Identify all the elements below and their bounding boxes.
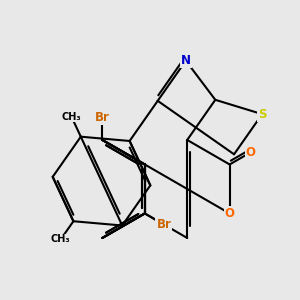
Text: S: S: [258, 108, 266, 121]
Text: Br: Br: [95, 111, 110, 124]
Text: CH₃: CH₃: [62, 112, 81, 122]
Text: O: O: [225, 207, 235, 220]
Text: CH₃: CH₃: [51, 234, 70, 244]
Text: N: N: [181, 54, 191, 67]
Text: O: O: [246, 146, 256, 159]
Text: Br: Br: [156, 218, 171, 231]
